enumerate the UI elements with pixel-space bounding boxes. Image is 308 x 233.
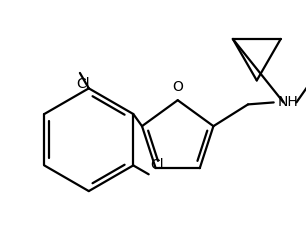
Text: NH: NH: [278, 96, 298, 110]
Text: Cl: Cl: [76, 77, 90, 91]
Text: O: O: [172, 80, 183, 94]
Text: Cl: Cl: [151, 158, 164, 172]
